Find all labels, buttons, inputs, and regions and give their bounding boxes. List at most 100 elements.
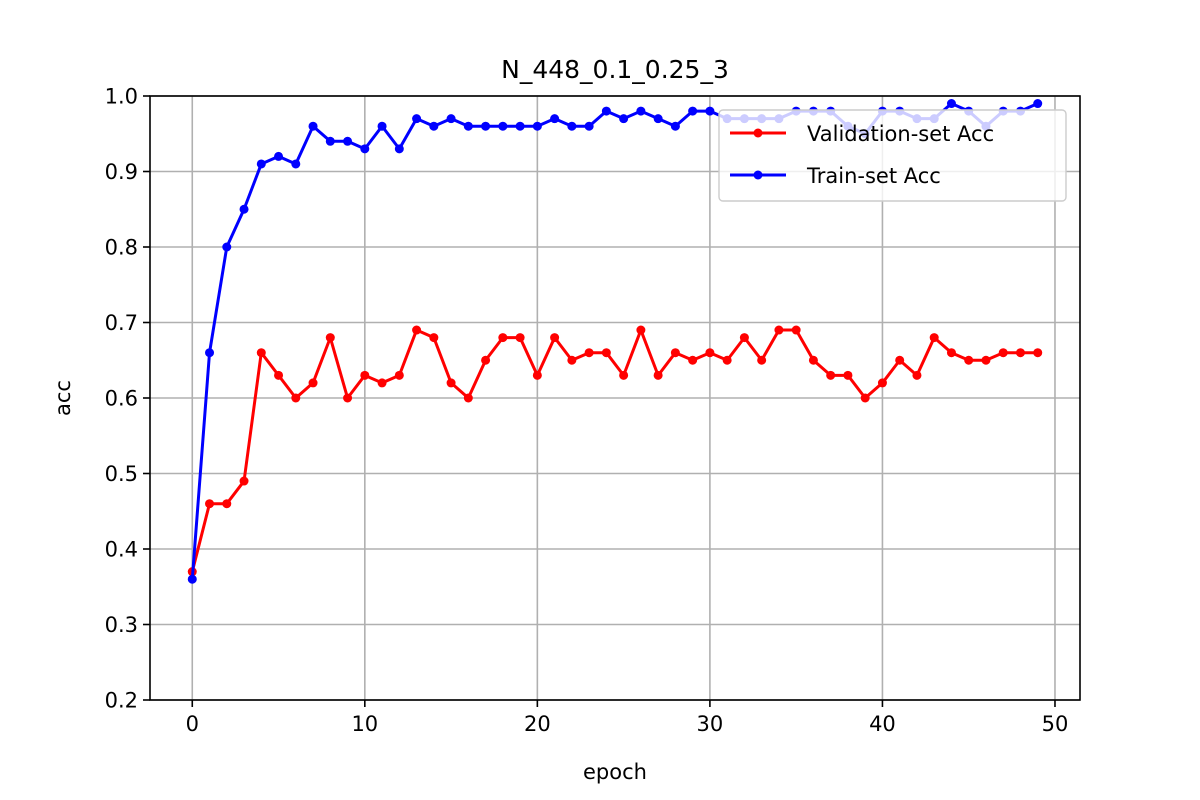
validation-set-acc-point (1033, 348, 1043, 358)
legend-validation-label: Validation-set Acc (807, 122, 994, 146)
legend-validation-marker (753, 128, 763, 138)
validation-set-acc-point (757, 355, 767, 365)
legend-train-label: Train-set Acc (806, 164, 941, 188)
validation-set-acc-point (463, 393, 473, 403)
validation-set-acc-point (929, 333, 939, 343)
y-tick-label: 1.0 (105, 85, 138, 109)
train-set-acc-point (377, 121, 387, 131)
validation-set-acc-point (998, 348, 1008, 358)
validation-set-acc-point (981, 355, 991, 365)
validation-set-acc-point (912, 370, 922, 380)
train-set-acc-point (463, 121, 473, 131)
train-set-acc-point (429, 121, 439, 131)
validation-set-acc-point (360, 370, 370, 380)
validation-set-acc-point (481, 355, 491, 365)
x-tick-label: 30 (697, 712, 724, 736)
train-set-acc-point (584, 121, 594, 131)
validation-set-acc-line (190, 328, 1038, 573)
validation-set-acc-point (722, 355, 732, 365)
x-tick-label: 20 (524, 712, 551, 736)
y-tick-label: 0.8 (105, 236, 138, 260)
validation-set-acc-point (791, 325, 801, 335)
validation-set-acc-point (843, 370, 853, 380)
validation-set-acc-point (636, 325, 646, 335)
train-set-acc-point (239, 204, 249, 214)
train-set-acc-point (308, 121, 318, 131)
y-tick-label: 0.2 (105, 689, 138, 713)
validation-set-acc-point (705, 348, 715, 358)
chart-title: N_448_0.1_0.25_3 (501, 55, 729, 84)
validation-set-acc-point (308, 378, 318, 388)
validation-set-acc-point (964, 355, 974, 365)
train-set-acc-point (670, 121, 680, 131)
validation-set-acc-point (774, 325, 784, 335)
x-axis-label: epoch (583, 760, 647, 784)
train-set-acc-point (412, 114, 422, 124)
legend: Validation-set Acc Train-set Acc (718, 109, 1067, 202)
y-tick-label: 0.5 (105, 462, 138, 486)
validation-set-acc-point (343, 393, 353, 403)
validation-set-acc-point (584, 348, 594, 358)
validation-set-acc-point (601, 348, 611, 358)
train-set-acc-point (481, 121, 491, 131)
validation-set-acc-point (532, 370, 542, 380)
validation-set-acc-point (377, 378, 387, 388)
legend-train-marker (753, 170, 763, 180)
validation-set-acc-point (877, 378, 887, 388)
y-tick-label: 0.7 (105, 311, 138, 335)
y-axis-label: acc (51, 380, 75, 416)
validation-set-acc-point (670, 348, 680, 358)
validation-set-acc-point (619, 370, 629, 380)
train-set-acc-point (567, 121, 577, 131)
axis-ticks: 0 10 20 30 40 50 0.2 0.3 0.4 0.5 0.6 0.7 0.8 0.9 1.0 (105, 85, 1069, 737)
train-set-acc-point (256, 159, 266, 169)
validation-set-acc-point (808, 355, 818, 365)
x-tick-label: 0 (186, 712, 199, 736)
train-set-acc-point (498, 121, 508, 131)
validation-set-acc-point (567, 355, 577, 365)
train-set-acc-point (343, 136, 353, 146)
validation-set-acc-point (274, 370, 284, 380)
train-set-acc-point (688, 106, 698, 116)
validation-set-acc-point (429, 333, 439, 343)
validation-set-acc-point (739, 333, 749, 343)
y-tick-label: 0.4 (105, 538, 138, 562)
train-set-acc-point (325, 136, 335, 146)
validation-set-acc-point (653, 370, 663, 380)
train-set-acc-point (446, 114, 456, 124)
train-set-acc-point (291, 159, 301, 169)
y-tick-label: 0.6 (105, 387, 138, 411)
train-set-acc-point (550, 114, 560, 124)
train-set-acc-point (619, 114, 629, 124)
validation-set-acc-point (515, 333, 525, 343)
train-set-acc-point (222, 242, 232, 252)
train-set-acc-point (187, 574, 197, 584)
train-set-acc-point (515, 121, 525, 131)
y-tick-label: 0.9 (105, 160, 138, 184)
validation-set-acc-point (826, 370, 836, 380)
train-set-acc-point (1033, 99, 1043, 109)
validation-set-acc-point (239, 476, 249, 486)
validation-set-acc-point (1015, 348, 1025, 358)
validation-set-acc-point (860, 393, 870, 403)
validation-set-acc-point (446, 378, 456, 388)
train-set-acc-point (601, 106, 611, 116)
train-set-acc-point (636, 106, 646, 116)
validation-set-acc-point (895, 355, 905, 365)
validation-set-acc-point (550, 333, 560, 343)
validation-set-acc-point (946, 348, 956, 358)
validation-set-acc-point (498, 333, 508, 343)
x-tick-label: 40 (869, 712, 896, 736)
y-tick-label: 0.3 (105, 613, 138, 637)
train-set-acc-point (532, 121, 542, 131)
train-set-acc-point (394, 144, 404, 154)
validation-set-acc-point (222, 499, 232, 509)
x-tick-label: 50 (1042, 712, 1069, 736)
validation-set-acc-point (205, 499, 215, 509)
series-validation-set-acc (187, 325, 1043, 577)
train-set-acc-point (274, 151, 284, 161)
validation-set-acc-point (291, 393, 301, 403)
x-tick-label: 10 (351, 712, 378, 736)
validation-set-acc-point (394, 370, 404, 380)
